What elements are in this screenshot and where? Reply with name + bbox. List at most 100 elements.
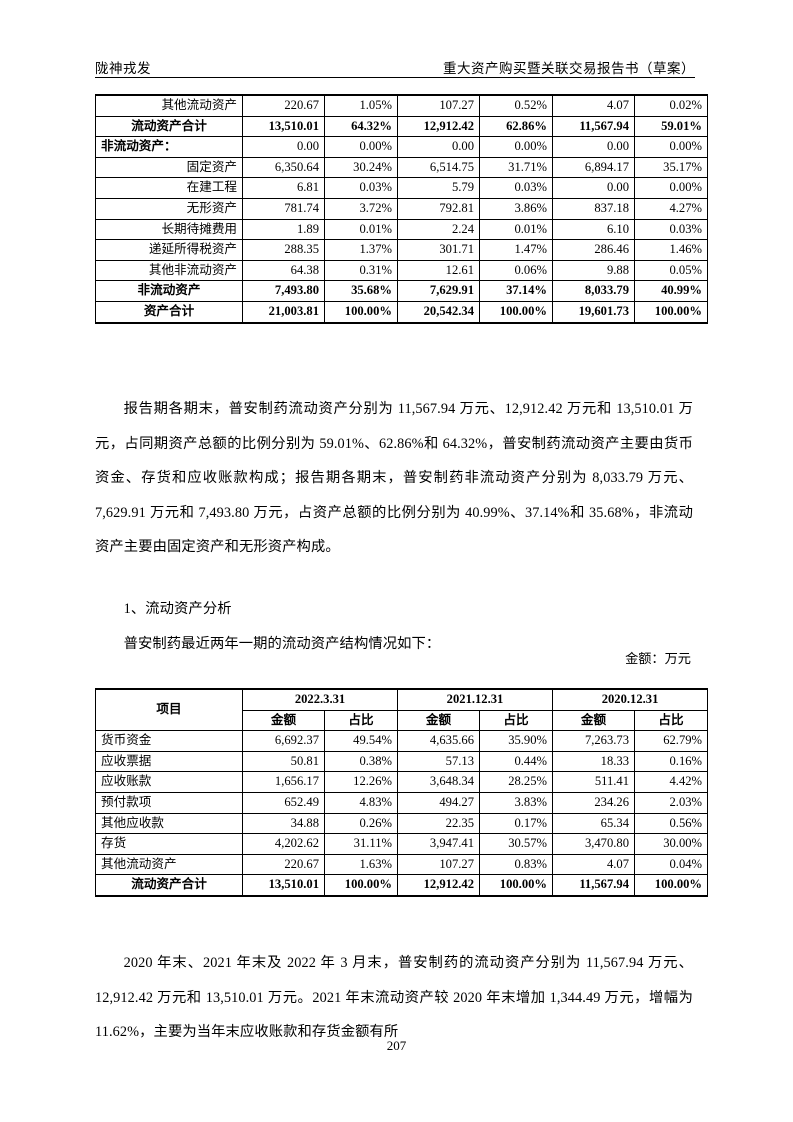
row-label: 存货 xyxy=(95,833,243,855)
row-value: 64.38 xyxy=(242,259,325,282)
row-value: 62.86% xyxy=(479,115,553,138)
row-value: 3,648.34 xyxy=(397,771,480,793)
row-label: 其他流动资产 xyxy=(95,93,243,117)
table-row: 无形资产 781.74 3.72% 792.81 3.86% 837.18 4.27% xyxy=(95,197,708,220)
row-value: 30.00% xyxy=(634,833,709,855)
row-value: 837.18 xyxy=(552,197,635,220)
row-value: 792.81 xyxy=(397,197,480,220)
row-value: 100.00% xyxy=(324,874,398,897)
row-value: 6,894.17 xyxy=(552,156,635,179)
table-row: 货币资金 6,692.37 49.54% 4,635.66 35.90% 7,263.73… xyxy=(95,730,709,752)
row-value: 100.00% xyxy=(634,874,709,897)
row-value: 0.26% xyxy=(324,812,398,835)
row-value: 7,263.73 xyxy=(552,730,636,752)
row-value: 2.24 xyxy=(397,218,480,241)
row-value: 4.27% xyxy=(634,197,708,220)
row-value: 37.14% xyxy=(479,280,553,302)
row-value: 0.00 xyxy=(242,136,325,158)
row-value: 4.07 xyxy=(552,853,636,876)
row-value: 494.27 xyxy=(397,791,480,814)
row-value: 220.67 xyxy=(242,93,325,117)
row-value: 35.68% xyxy=(324,280,398,302)
row-value: 0.38% xyxy=(324,750,398,773)
row-value: 0.03% xyxy=(324,177,398,199)
column-subheader: 金额 xyxy=(397,709,480,732)
row-value: 11,567.94 xyxy=(552,115,635,138)
row-value: 1.05% xyxy=(324,93,398,117)
table-row: 非流动资产 7,493.80 35.68% 7,629.91 37.14% 8,033.7… xyxy=(95,280,708,302)
row-value: 2.03% xyxy=(634,791,709,814)
column-header-period: 2020.12.31 xyxy=(552,687,709,711)
column-header-period: 2022.3.31 xyxy=(242,687,398,711)
row-value: 100.00% xyxy=(324,300,398,324)
table-row: 应收账款 1,656.17 12.26% 3,648.34 28.25% 511.41 4.… xyxy=(95,771,709,793)
row-value: 511.41 xyxy=(552,771,636,793)
row-value: 30.24% xyxy=(324,156,398,179)
row-value: 7,493.80 xyxy=(242,280,325,302)
row-value: 4.42% xyxy=(634,771,709,793)
table-row: 存货 4,202.62 31.11% 3,947.41 30.57% 3,470.80 30… xyxy=(95,833,709,855)
paragraph-structure-intro: 普安制药最近两年一期的流动资产结构情况如下： xyxy=(123,636,441,653)
table-row: 在建工程 6.81 0.03% 5.79 0.03% 0.00 0.00% xyxy=(95,177,708,199)
row-value: 6.10 xyxy=(552,218,635,241)
row-value: 0.00% xyxy=(324,136,398,158)
row-value: 3.83% xyxy=(478,791,554,814)
row-value: 4,635.66 xyxy=(397,730,480,752)
row-value: 65.34 xyxy=(552,812,636,835)
current-asset-structure-table-body: 货币资金 6,692.37 49.54% 4,635.66 35.90% 7,263.73… xyxy=(95,730,709,897)
current-asset-structure-table: 项目 2022.3.31 2021.12.31 2020.12.31 金额 占比 金额 占比金… xyxy=(95,687,709,897)
row-value: 301.71 xyxy=(397,239,480,261)
row-value: 781.74 xyxy=(242,197,325,220)
row-value: 107.27 xyxy=(397,93,480,117)
table-row: 其他非流动资产 64.38 0.31% 12.61 0.06% 9.88 0.05% xyxy=(95,259,708,282)
row-value: 1.63% xyxy=(324,853,398,876)
row-value: 107.27 xyxy=(397,853,480,876)
row-value: 0.00 xyxy=(552,136,635,158)
row-value: 21,003.81 xyxy=(242,300,325,324)
row-value: 12,912.42 xyxy=(397,874,480,897)
row-value: 3.72% xyxy=(324,197,398,220)
row-value: 286.46 xyxy=(552,239,635,261)
row-value: 12,912.42 xyxy=(397,115,480,138)
row-value: 0.00% xyxy=(634,177,708,199)
row-value: 11,567.94 xyxy=(552,874,636,897)
column-header-period: 2021.12.31 xyxy=(396,687,554,711)
row-value: 0.00% xyxy=(634,136,708,158)
row-value: 20,542.34 xyxy=(397,300,480,324)
page-header: 陇神戎发 重大资产购买暨关联交易报告书（草案） xyxy=(95,44,695,78)
row-label: 货币资金 xyxy=(95,730,243,752)
row-value: 19,601.73 xyxy=(552,300,635,324)
column-subheader: 金额 xyxy=(552,709,636,732)
current-asset-structure-table-head: 项目 2022.3.31 2021.12.31 2020.12.31 金额 占比 金额 占比金… xyxy=(95,687,709,732)
row-value: 50.81 xyxy=(242,750,325,773)
row-label: 其他非流动资产 xyxy=(95,259,243,282)
row-value: 0.56% xyxy=(634,812,709,835)
row-value: 100.00% xyxy=(478,874,554,897)
row-value: 652.49 xyxy=(242,791,325,814)
row-value: 59.01% xyxy=(634,115,708,138)
row-value: 0.16% xyxy=(634,750,709,773)
row-label: 其他应收款 xyxy=(95,812,243,835)
row-value: 1.89 xyxy=(242,218,325,241)
footer-page-number: 207 xyxy=(386,1038,407,1053)
row-value: 0.31% xyxy=(324,259,398,282)
row-value: 7,629.91 xyxy=(397,280,480,302)
row-value: 35.17% xyxy=(634,156,708,179)
row-value: 0.00% xyxy=(479,136,553,158)
row-value: 1.46% xyxy=(634,239,708,261)
table-subheader-row: 金额 占比 金额 占比 金额 占比 xyxy=(96,709,709,732)
row-label: 应收票据 xyxy=(95,750,243,773)
row-value: 22.35 xyxy=(397,812,480,835)
table-row: 其他应收款 34.88 0.26% 22.35 0.17% 65.34 0.56% xyxy=(95,812,709,835)
row-value: 0.01% xyxy=(479,218,553,241)
row-value: 0.01% xyxy=(324,218,398,241)
row-label: 流动资产合计 xyxy=(95,115,243,138)
asset-structure-table: 其他流动资产 220.67 1.05% 107.27 0.52% 4.07 0.02% 流动资… xyxy=(95,93,708,324)
column-header-item: 项目 xyxy=(95,688,243,732)
row-value: 12.26% xyxy=(324,771,398,793)
table-row: 其他流动资产 220.67 1.63% 107.27 0.83% 4.07 0.04% xyxy=(95,853,709,876)
row-value: 31.71% xyxy=(479,156,553,179)
table-row: 应收票据 50.81 0.38% 57.13 0.44% 18.33 0.16% xyxy=(95,750,709,773)
row-value: 18.33 xyxy=(552,750,636,773)
row-value: 4.83% xyxy=(324,791,398,814)
